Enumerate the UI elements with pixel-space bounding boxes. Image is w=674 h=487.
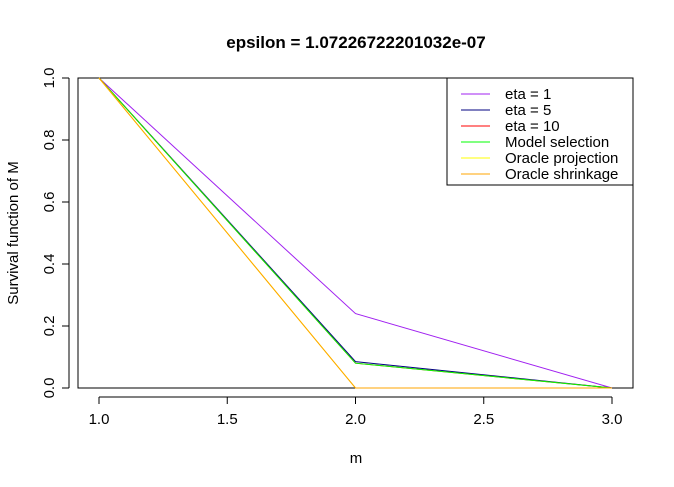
x-tick-label: 1.5 — [217, 411, 238, 428]
y-tick-label: 0.4 — [41, 254, 58, 275]
legend-label: Oracle shrinkage — [505, 166, 618, 183]
legend-box — [446, 77, 634, 186]
x-tick-label: 3.0 — [602, 411, 623, 428]
x-axis-label: m — [350, 450, 363, 467]
x-tick-label: 2.0 — [345, 411, 366, 428]
x-tick-label: 2.5 — [473, 411, 494, 428]
x-tick-label: 1.0 — [89, 411, 110, 428]
series-layer — [98, 77, 613, 389]
y-axis: 0.0 0.2 0.4 0.6 0.8 1.0 — [41, 68, 70, 399]
y-axis-label: Survival function of M — [5, 161, 22, 304]
y-tick-label: 0.2 — [41, 316, 58, 337]
legend-label: Model selection — [505, 134, 609, 151]
series-line-4 — [98, 77, 613, 389]
y-tick-label: 0.6 — [41, 192, 58, 213]
y-tick-label: 1.0 — [41, 68, 58, 89]
x-axis: 1.0 1.5 2.0 2.5 3.0 — [89, 396, 623, 428]
legend-label: Oracle projection — [505, 150, 618, 167]
series-line-1 — [98, 77, 613, 389]
legend-label: eta = 1 — [505, 86, 551, 103]
series-line-6 — [98, 77, 612, 389]
chart-title: epsilon = 1.07226722201032e-07 — [226, 33, 485, 52]
y-tick-label: 0.0 — [41, 378, 58, 399]
legend-label: eta = 5 — [505, 102, 551, 119]
y-tick-label: 0.8 — [41, 130, 58, 151]
legend-label: eta = 10 — [505, 118, 560, 135]
